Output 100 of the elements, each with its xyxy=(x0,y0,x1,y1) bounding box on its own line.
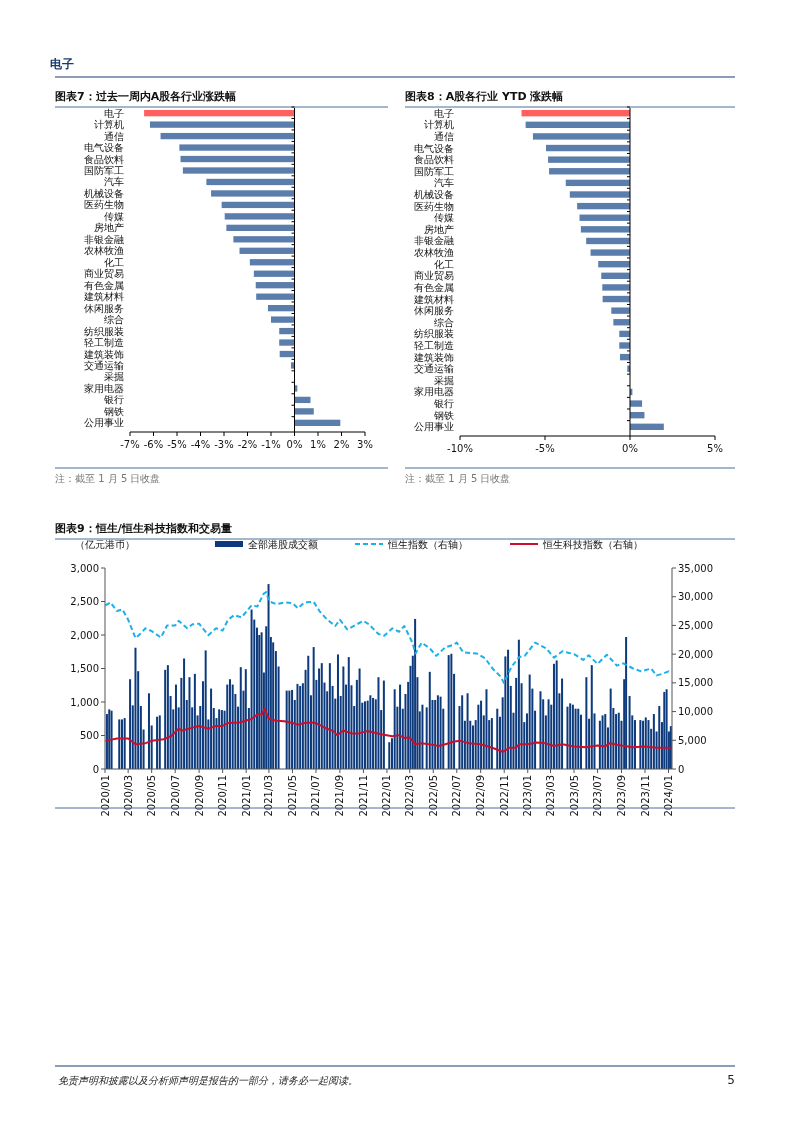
x-tick-label: -6% xyxy=(143,439,164,450)
y-tick-label: 采掘 xyxy=(434,374,454,386)
text: 注：截至 1 月 5 日收盘 xyxy=(55,473,161,484)
y-tick-label: 食品饮料 xyxy=(84,153,124,165)
y2-tick-label: 10,000 xyxy=(678,706,713,718)
chart-title: 图表8：A股各行业 YTD 涨跌幅 xyxy=(405,90,564,103)
y-tick-label: 钢铁 xyxy=(103,405,124,417)
y-tick-label: 建筑材料 xyxy=(413,293,454,305)
x-tick-label: 2022/03 xyxy=(404,775,416,817)
y-tick-label: 1,000 xyxy=(70,696,99,708)
y2-tick-label: 35,000 xyxy=(678,562,713,574)
y-tick-label: 电气设备 xyxy=(84,142,124,154)
text: 5 xyxy=(727,1073,735,1087)
y-tick-label: 通信 xyxy=(104,130,124,142)
x-tick-label: 2022/01 xyxy=(381,775,393,817)
y-tick-label: 计算机 xyxy=(424,119,454,131)
x-tick-label: 0% xyxy=(622,443,638,454)
x-tick-label: -5% xyxy=(167,439,187,450)
x-tick-label: -10% xyxy=(447,443,473,454)
y-tick-label: 有色金属 xyxy=(414,281,454,293)
x-tick-label: 2022/05 xyxy=(427,775,439,817)
y2-tick-label: 5,000 xyxy=(678,734,707,746)
y-tick-label: 医药生物 xyxy=(414,200,454,212)
y-tick-label: 银行 xyxy=(103,394,124,406)
x-tick-label: 2021/09 xyxy=(334,775,346,817)
y-tick-label: 交通运输 xyxy=(84,360,124,371)
y-tick-label: 汽车 xyxy=(434,177,454,189)
y-tick-label: 采掘 xyxy=(104,371,124,383)
y-tick-label: 商业贸易 xyxy=(414,270,454,282)
y2-tick-label: 20,000 xyxy=(678,648,713,660)
y-tick-label: 2,000 xyxy=(70,629,99,641)
y-tick-label: 500 xyxy=(79,730,99,741)
y-tick-label: 纺织服装 xyxy=(414,328,454,340)
y2-tick-label: 30,000 xyxy=(678,591,713,603)
y-tick-label: 建筑装饰 xyxy=(83,348,124,360)
y-axis-title: （亿元港币） xyxy=(75,539,135,550)
y-tick-label: 公用事业 xyxy=(84,417,124,429)
y-tick-label: 家用电器 xyxy=(84,382,124,394)
x-tick-label: 2023/01 xyxy=(522,775,534,817)
y-tick-label: 纺织服装 xyxy=(84,325,124,337)
x-tick-label: -7% xyxy=(120,439,140,450)
x-tick-label: 2024/01 xyxy=(663,775,675,817)
y-tick-label: 国防军工 xyxy=(414,165,454,177)
x-tick-label: 2023/09 xyxy=(615,775,627,817)
y-tick-label: 0 xyxy=(92,763,99,775)
y-tick-label: 非银金融 xyxy=(84,233,124,245)
y-tick-label: 机械设备 xyxy=(84,187,124,199)
y2-tick-label: 25,000 xyxy=(678,619,713,631)
y-tick-label: 电气设备 xyxy=(414,142,454,154)
chart-title: 图表9：恒生/恒生科技指数和交易量 xyxy=(55,522,232,535)
text: 免责声明和披露以及分析师声明是报告的一部分，请务必一起阅读。 xyxy=(58,1075,358,1086)
legend-label: 恒生指数（右轴） xyxy=(387,539,468,550)
y-tick-label: 传媒 xyxy=(104,210,124,222)
x-tick-label: 2020/01 xyxy=(99,775,111,817)
y-tick-label: 汽车 xyxy=(104,176,124,188)
x-tick-label: 2023/11 xyxy=(639,775,651,817)
x-tick-label: 1% xyxy=(310,439,326,450)
y-tick-label: 电子 xyxy=(104,107,124,119)
x-tick-label: -3% xyxy=(214,439,234,450)
x-tick-label: 2023/07 xyxy=(592,775,604,817)
y-tick-label: 传媒 xyxy=(434,212,454,224)
y2-tick-label: 15,000 xyxy=(678,677,713,689)
x-tick-label: 2021/05 xyxy=(286,775,298,817)
y-tick-label: 商业贸易 xyxy=(84,268,124,280)
y-tick-label: 建筑装饰 xyxy=(413,351,454,363)
y-tick-label: 农林牧渔 xyxy=(84,245,124,257)
x-tick-label: 0% xyxy=(286,439,303,450)
x-tick-label: -5% xyxy=(535,443,555,454)
x-tick-label: 2023/05 xyxy=(568,775,580,817)
x-tick-label: 2021/01 xyxy=(240,775,252,817)
y-tick-label: 通信 xyxy=(434,130,454,142)
x-tick-label: -2% xyxy=(237,439,258,450)
x-tick-label: 2022/09 xyxy=(475,775,487,817)
legend-label: 全部港股成交额 xyxy=(248,539,318,550)
y-tick-label: 非银金融 xyxy=(414,235,454,247)
x-tick-label: 2021/03 xyxy=(263,775,275,817)
text: 电子 xyxy=(50,57,74,71)
legend-label: 恒生科技指数（右轴） xyxy=(542,539,643,550)
y-tick-label: 有色金属 xyxy=(84,279,124,291)
y-tick-label: 综合 xyxy=(104,314,124,326)
y-tick-label: 房地产 xyxy=(94,222,124,234)
x-tick-label: 2021/07 xyxy=(310,775,322,817)
y2-tick-label: 0 xyxy=(678,763,685,775)
x-tick-label: 2023/03 xyxy=(545,775,556,817)
y-tick-label: 轻工制造 xyxy=(84,337,124,349)
y-tick-label: 交通运输 xyxy=(414,363,454,375)
x-tick-label: 3% xyxy=(357,439,373,450)
y-tick-label: 机械设备 xyxy=(414,189,454,200)
x-tick-label: 2022/07 xyxy=(451,775,463,817)
x-tick-label: 2020/11 xyxy=(217,775,229,817)
y-tick-label: 1,500 xyxy=(70,663,99,674)
y-tick-label: 综合 xyxy=(434,316,454,328)
x-tick-label: 5% xyxy=(707,443,723,454)
x-tick-label: 2020/09 xyxy=(193,775,205,817)
y-tick-label: 医药生物 xyxy=(84,199,124,211)
y-tick-label: 化工 xyxy=(104,256,124,268)
y-tick-label: 食品饮料 xyxy=(414,154,454,166)
y-tick-label: 计算机 xyxy=(94,119,124,131)
y-tick-label: 银行 xyxy=(433,398,454,410)
x-tick-label: 2020/05 xyxy=(146,775,158,817)
